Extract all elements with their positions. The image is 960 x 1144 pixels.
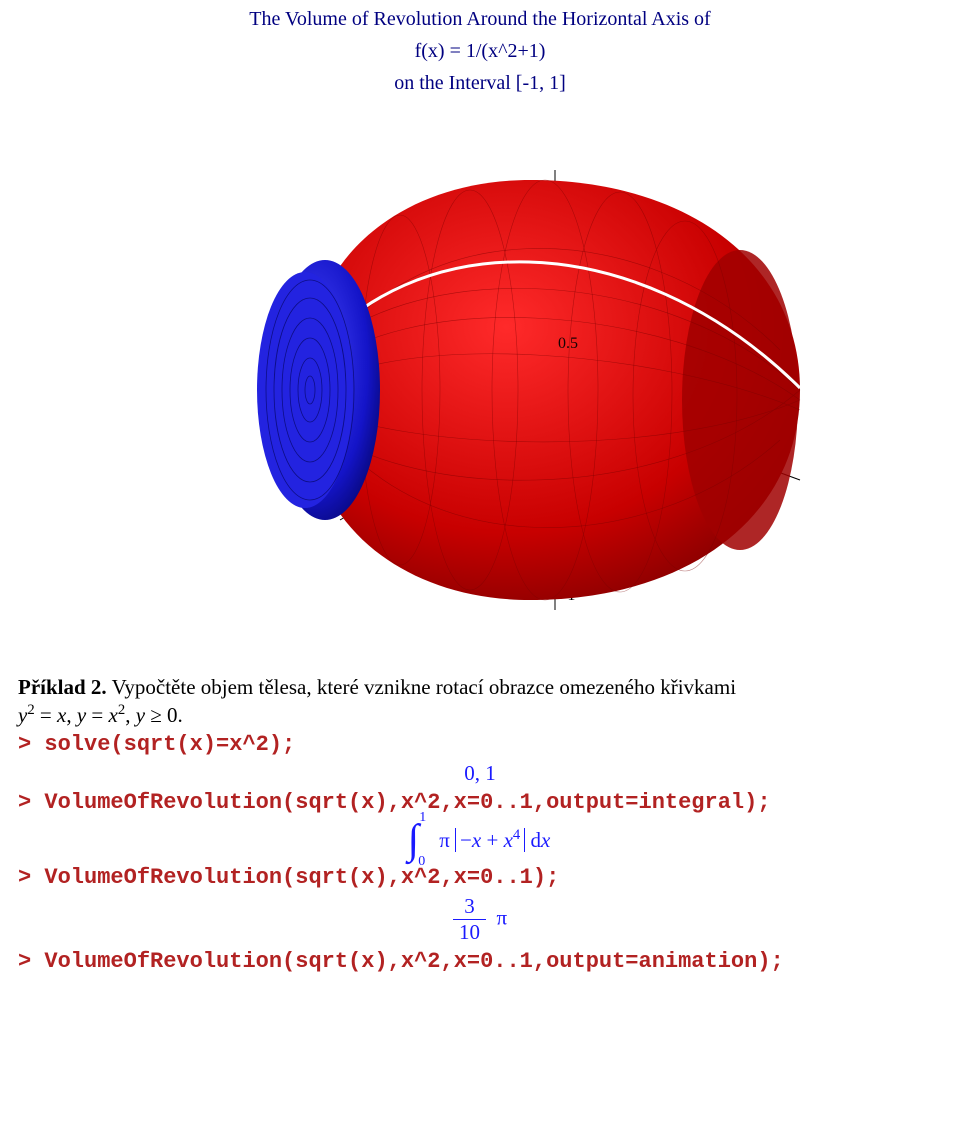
outer-surface	[310, 180, 800, 600]
maple-output-2: ∫ 1 0 π −x + x4 dx	[0, 819, 960, 861]
dx: dx	[530, 828, 550, 852]
prompt-icon: >	[18, 865, 31, 890]
maple-output-3: 3 10 π	[0, 894, 960, 945]
integral-lower: 0	[418, 854, 425, 870]
maple-input-3: > VolumeOfRevolution(sqrt(x),x^2,x=0..1)…	[18, 865, 960, 890]
prompt-icon: >	[18, 949, 31, 974]
pi-symbol: π	[439, 828, 450, 852]
maple-code-4: VolumeOfRevolution(sqrt(x),x^2,x=0..1,ou…	[44, 949, 783, 974]
svg-text:0.5: 0.5	[558, 335, 578, 352]
integral-upper: 1	[419, 810, 426, 826]
problem-text-1: Vypočtěte objem tělesa, které vznikne ro…	[112, 675, 736, 699]
problem-text-2: y2 = x, y = x2, y ≥ 0.	[18, 703, 183, 727]
problem-label: Příklad 2.	[18, 675, 107, 699]
maple-code-3: VolumeOfRevolution(sqrt(x),x^2,x=0..1);	[44, 865, 559, 890]
inner-surface	[257, 260, 380, 520]
problem-statement: Příklad 2. Vypočtěte objem tělesa, které…	[18, 673, 960, 730]
pi-symbol-2: π	[496, 905, 507, 929]
chart-title-line3: on the Interval [-1, 1]	[0, 70, 960, 96]
revolution-3d-plot: 1 0.5 -0.5 -1 0.5 -0.5 -1 -0.5	[100, 100, 860, 665]
prompt-icon: >	[18, 790, 31, 815]
frac-num: 3	[453, 894, 486, 920]
chart-title-line2: f(x) = 1/(x^2+1)	[0, 38, 960, 64]
maple-input-2: > VolumeOfRevolution(sqrt(x),x^2,x=0..1,…	[18, 790, 960, 815]
maple-input-1: > solve(sqrt(x)=x^2);	[18, 732, 960, 757]
maple-code-1: solve(sqrt(x)=x^2);	[44, 732, 295, 757]
frac-den: 10	[453, 920, 486, 945]
maple-code-2: VolumeOfRevolution(sqrt(x),x^2,x=0..1,ou…	[44, 790, 770, 815]
chart-title-line1: The Volume of Revolution Around the Hori…	[0, 6, 960, 32]
prompt-icon: >	[18, 732, 31, 757]
integrand: −x + x4	[455, 828, 525, 852]
chart-title-block: The Volume of Revolution Around the Hori…	[0, 6, 960, 96]
maple-input-4: > VolumeOfRevolution(sqrt(x),x^2,x=0..1,…	[18, 949, 960, 974]
maple-output-1: 0, 1	[0, 761, 960, 786]
